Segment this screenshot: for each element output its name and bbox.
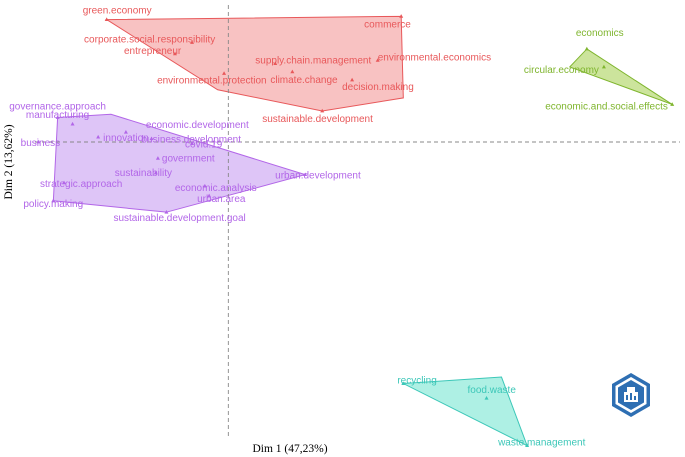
data-point <box>320 108 325 113</box>
point-label: climate.change <box>270 75 338 86</box>
data-point <box>55 115 60 119</box>
cluster-2-hull <box>52 113 307 213</box>
data-point <box>164 209 169 214</box>
point-label: corporate.social.responsibility <box>84 34 215 45</box>
data-point <box>62 180 67 185</box>
data-point <box>190 141 195 146</box>
point-label: manufacturing <box>26 110 89 121</box>
x-axis-title: Dim 1 (47,23%) <box>252 443 327 455</box>
data-point <box>153 170 158 175</box>
point-labels: green.economy commerce corporate.social.re… <box>9 6 668 449</box>
brand-logo <box>612 373 650 417</box>
data-point <box>350 77 355 82</box>
data-point <box>104 17 109 21</box>
data-point <box>155 156 160 160</box>
data-point <box>584 46 589 51</box>
data-point <box>51 198 56 203</box>
point-label: strategic.approach <box>40 179 122 190</box>
point-label: green.economy <box>83 6 152 17</box>
data-point <box>401 381 406 385</box>
point-label: circular.economy <box>524 65 599 76</box>
data-point <box>149 136 154 141</box>
data-points <box>36 14 675 447</box>
data-point <box>273 61 278 66</box>
data-point <box>202 183 207 188</box>
data-point <box>190 40 195 44</box>
data-point <box>375 58 380 62</box>
point-label: environmental.economics <box>378 52 491 63</box>
point-label: policy.making <box>23 199 83 210</box>
point-label: supply.chain.management <box>255 56 371 67</box>
point-label: recycling <box>397 376 436 387</box>
point-label: food.waste <box>468 385 517 396</box>
point-label: sustainability <box>115 168 172 179</box>
point-label: commerce <box>364 19 411 30</box>
data-point <box>36 139 41 144</box>
cluster-hulls <box>52 15 673 447</box>
point-label: business.development <box>142 135 242 146</box>
data-point <box>70 121 75 126</box>
point-label: economic.analysis <box>175 183 257 194</box>
point-label: waste.management <box>497 438 585 449</box>
point-label: economic.and.social.effects <box>545 101 668 112</box>
data-point <box>290 69 295 74</box>
data-point <box>303 172 308 177</box>
point-label: innovation <box>103 133 149 144</box>
point-label: sustainable.development.goal <box>113 213 245 224</box>
data-point <box>123 130 128 134</box>
data-point <box>484 396 489 400</box>
point-label: entrepreneur <box>124 46 182 57</box>
point-label: decision.making <box>342 82 414 93</box>
point-label: sustainable.development <box>262 114 373 125</box>
data-point <box>601 64 606 69</box>
point-label: environmental.protection <box>157 75 267 86</box>
data-point <box>222 71 227 75</box>
data-point <box>96 134 101 139</box>
data-point <box>399 14 404 18</box>
data-point <box>525 443 530 447</box>
point-label: covid.19 <box>185 140 223 151</box>
point-label: government <box>162 153 215 164</box>
point-label: economics <box>576 28 624 39</box>
point-label: urban.development <box>275 171 361 182</box>
y-axis-title: Dim 2 (13,62%) <box>3 124 15 199</box>
point-label: economic.development <box>146 120 249 131</box>
cluster-4-hull <box>401 376 529 447</box>
data-point <box>207 193 212 198</box>
data-point <box>670 102 675 106</box>
point-label: urban.area <box>197 194 246 205</box>
data-point <box>172 51 177 56</box>
point-label: governance.approach <box>9 102 106 113</box>
point-label: business <box>21 138 60 149</box>
cluster-3-hull <box>568 48 673 105</box>
cluster-1-hull <box>105 15 404 112</box>
